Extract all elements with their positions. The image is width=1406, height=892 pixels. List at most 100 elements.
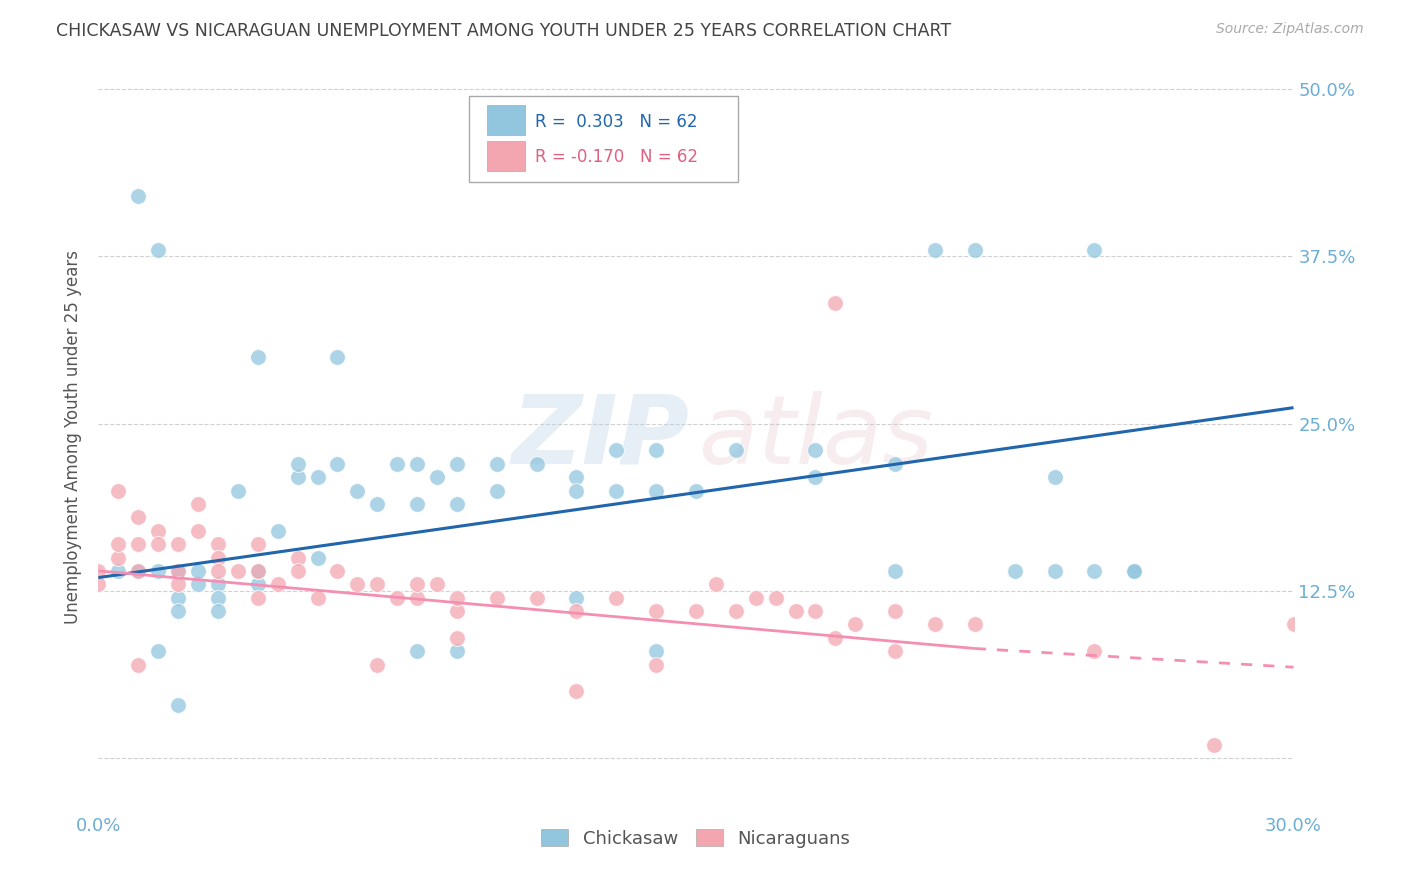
Point (148, 243, 170, 257)
Point (107, 564, 129, 578)
Point (1202, 738, 1225, 752)
Point (127, 657, 149, 672)
Point (605, 443, 627, 458)
Point (884, 564, 907, 578)
Point (1083, 243, 1105, 257)
Point (246, 591, 269, 605)
Point (565, 470, 588, 484)
Point (127, 510, 149, 524)
Point (207, 591, 229, 605)
Point (645, 644, 668, 658)
Point (406, 591, 429, 605)
Text: Source: ZipAtlas.com: Source: ZipAtlas.com (1216, 22, 1364, 37)
Point (1282, 617, 1305, 632)
Point (127, 564, 149, 578)
Point (485, 591, 508, 605)
Point (1083, 564, 1105, 578)
Point (346, 483, 368, 498)
Point (187, 564, 209, 578)
Point (406, 577, 429, 591)
Point (645, 483, 668, 498)
Point (645, 604, 668, 618)
FancyBboxPatch shape (486, 105, 524, 136)
Point (385, 457, 409, 471)
Point (148, 537, 170, 551)
Point (246, 577, 269, 591)
Point (446, 644, 468, 658)
Text: R =  0.303   N = 62: R = 0.303 N = 62 (534, 113, 697, 131)
Point (127, 189, 149, 203)
Point (426, 577, 449, 591)
Point (963, 243, 986, 257)
Point (1043, 470, 1066, 484)
Point (267, 577, 290, 591)
Point (187, 577, 209, 591)
Point (207, 564, 229, 578)
Point (446, 497, 468, 511)
Point (844, 617, 866, 632)
Point (167, 591, 190, 605)
Point (1043, 564, 1066, 578)
Point (565, 684, 588, 698)
Point (824, 296, 846, 310)
Point (167, 604, 190, 618)
Point (366, 657, 388, 672)
Point (107, 483, 129, 498)
Point (167, 564, 190, 578)
Point (605, 591, 627, 605)
Point (685, 483, 707, 498)
Text: ZIP: ZIP (512, 391, 689, 483)
Point (426, 470, 449, 484)
Point (724, 443, 747, 458)
Point (287, 550, 309, 565)
Legend: Chickasaw, Nicaraguans: Chickasaw, Nicaraguans (534, 822, 858, 855)
Point (824, 631, 846, 645)
Point (526, 457, 548, 471)
Text: CHICKASAW VS NICARAGUAN UNEMPLOYMENT AMONG YOUTH UNDER 25 YEARS CORRELATION CHAR: CHICKASAW VS NICARAGUAN UNEMPLOYMENT AMO… (56, 22, 952, 40)
Point (366, 577, 388, 591)
Point (745, 591, 768, 605)
Point (207, 604, 229, 618)
Point (446, 591, 468, 605)
Point (366, 497, 388, 511)
Point (246, 537, 269, 551)
Point (226, 564, 249, 578)
Point (645, 443, 668, 458)
Point (287, 457, 309, 471)
Point (804, 470, 827, 484)
Point (565, 483, 588, 498)
Point (207, 577, 229, 591)
Point (307, 470, 329, 484)
Point (127, 564, 149, 578)
Point (924, 243, 946, 257)
Point (226, 483, 249, 498)
Point (107, 550, 129, 565)
Point (1123, 564, 1146, 578)
Point (246, 564, 269, 578)
Point (307, 591, 329, 605)
Point (785, 604, 807, 618)
Point (148, 524, 170, 538)
Point (148, 564, 170, 578)
Point (446, 457, 468, 471)
Point (326, 457, 349, 471)
Point (924, 617, 946, 632)
Point (167, 564, 190, 578)
Y-axis label: Unemployment Among Youth under 25 years: Unemployment Among Youth under 25 years (65, 250, 83, 624)
Point (346, 577, 368, 591)
Point (107, 537, 129, 551)
Point (287, 564, 309, 578)
Point (167, 698, 190, 712)
Point (385, 591, 409, 605)
Point (127, 537, 149, 551)
Point (148, 644, 170, 658)
Point (704, 577, 727, 591)
Point (765, 591, 787, 605)
Point (884, 457, 907, 471)
Text: atlas: atlas (697, 391, 934, 483)
Point (307, 550, 329, 565)
Point (446, 631, 468, 645)
Point (167, 577, 190, 591)
Point (724, 604, 747, 618)
Text: R = -0.170   N = 62: R = -0.170 N = 62 (534, 147, 697, 166)
